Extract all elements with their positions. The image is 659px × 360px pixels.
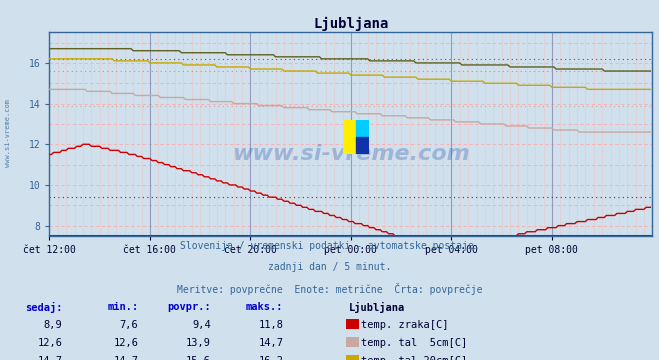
Bar xyxy=(356,120,369,138)
Text: www.si-vreme.com: www.si-vreme.com xyxy=(232,144,470,165)
Text: sedaj:: sedaj: xyxy=(25,302,63,314)
Text: 12,6: 12,6 xyxy=(113,338,138,348)
Text: temp. tal  5cm[C]: temp. tal 5cm[C] xyxy=(361,338,467,348)
Bar xyxy=(343,120,356,154)
Text: 7,6: 7,6 xyxy=(120,320,138,330)
Text: Ljubljana: Ljubljana xyxy=(349,302,405,314)
Text: 12,6: 12,6 xyxy=(38,338,63,348)
Text: 11,8: 11,8 xyxy=(258,320,283,330)
Text: 13,9: 13,9 xyxy=(186,338,211,348)
Text: 14,7: 14,7 xyxy=(113,356,138,360)
Text: 15,6: 15,6 xyxy=(186,356,211,360)
Text: zadnji dan / 5 minut.: zadnji dan / 5 minut. xyxy=(268,262,391,272)
Text: 16,2: 16,2 xyxy=(258,356,283,360)
Text: maks.:: maks.: xyxy=(246,302,283,312)
Bar xyxy=(356,138,369,154)
Text: 8,9: 8,9 xyxy=(44,320,63,330)
Text: www.si-vreme.com: www.si-vreme.com xyxy=(5,99,11,167)
Title: Ljubljana: Ljubljana xyxy=(313,17,389,31)
Text: temp. tal 20cm[C]: temp. tal 20cm[C] xyxy=(361,356,467,360)
Text: Meritve: povprečne  Enote: metrične  Črta: povprečje: Meritve: povprečne Enote: metrične Črta:… xyxy=(177,283,482,295)
Text: temp. zraka[C]: temp. zraka[C] xyxy=(361,320,449,330)
Text: Slovenija / vremenski podatki - avtomatske postaje.: Slovenija / vremenski podatki - avtomats… xyxy=(180,241,479,251)
Text: 14,7: 14,7 xyxy=(258,338,283,348)
Text: 14,7: 14,7 xyxy=(38,356,63,360)
Text: min.:: min.: xyxy=(107,302,138,312)
Text: 9,4: 9,4 xyxy=(192,320,211,330)
Text: povpr.:: povpr.: xyxy=(167,302,211,312)
